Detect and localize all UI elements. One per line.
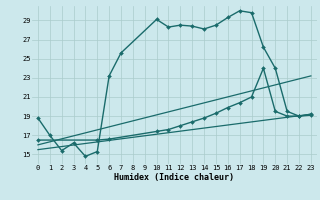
X-axis label: Humidex (Indice chaleur): Humidex (Indice chaleur)	[115, 173, 234, 182]
